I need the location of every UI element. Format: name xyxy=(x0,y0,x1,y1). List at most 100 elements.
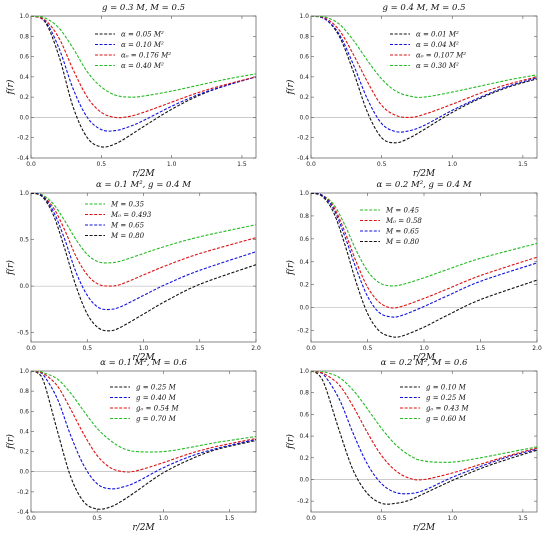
legend-entry: M₀ = 0.493 xyxy=(110,211,152,219)
chart-panel-3: α = 0.1 M², g = 0.4 M -0.5 0.0 0.5 1.0 0.0 0.5… xyxy=(5,180,261,363)
legend-entry: M = 0.65 xyxy=(110,222,145,230)
y-tick-label: 0.2 xyxy=(19,94,29,101)
plot-frame xyxy=(310,370,538,513)
legend: M = 0.35 M₀ = 0.493 M = 0.65 M = 0.80 xyxy=(85,201,152,240)
y-tick-label: 0.4 xyxy=(19,74,29,81)
y-tick-label: -0.4 xyxy=(17,155,29,162)
x-axis-label: r/2M xyxy=(413,353,436,363)
chart-title: α = 0.2 M², M = 0.6 xyxy=(381,358,468,368)
series-line-1 xyxy=(311,16,537,144)
x-tick-label: 0.5 xyxy=(92,515,102,522)
y-tick-label: -0.2 xyxy=(17,135,29,142)
x-tick-label: 1.0 xyxy=(159,515,169,522)
legend-entry: M = 0.80 xyxy=(385,238,420,246)
x-axis-label: r/2M xyxy=(413,523,436,533)
y-tick-label: 0.0 xyxy=(19,283,29,290)
series-line-3 xyxy=(31,16,256,119)
x-tick-label: 2.0 xyxy=(251,345,261,352)
legend-entry: g₀ = 0.43 M xyxy=(426,405,469,413)
y-tick-label: 0.0 xyxy=(299,476,309,483)
series-line-2 xyxy=(311,193,537,309)
y-tick-label: 0.4 xyxy=(299,433,309,440)
chart-panel-5: α = 0.1 M², M = 0.6 -0.4 -0.2 0.0 0.2 0.4 0.6 0… xyxy=(5,358,257,533)
series-line-4 xyxy=(31,16,256,98)
x-axis-label: r/2M xyxy=(132,169,155,179)
plot-frame xyxy=(30,15,257,159)
x-tick-label: 1.5 xyxy=(518,515,528,522)
y-tick-label: 0.0 xyxy=(299,114,309,121)
series-line-1 xyxy=(311,371,537,505)
y-tick-label: 0.5 xyxy=(19,237,29,244)
chart-title: α = 0.1 M², M = 0.6 xyxy=(100,358,187,368)
y-tick-label: -0.2 xyxy=(297,328,309,335)
x-tick-label: 1.0 xyxy=(447,515,457,522)
y-tick-label: 0.2 xyxy=(299,455,309,462)
legend-entry: M = 0.80 xyxy=(110,232,145,240)
series-line-2 xyxy=(31,371,256,490)
x-tick-label: 0.0 xyxy=(26,345,36,352)
y-tick-label: 0.2 xyxy=(299,94,309,101)
y-tick-label: 1.0 xyxy=(19,190,29,197)
y-tick-label: 0.2 xyxy=(19,449,29,456)
y-axis-label: f(r) xyxy=(5,434,16,450)
x-tick-label: 0.0 xyxy=(26,515,36,522)
series-line-2 xyxy=(31,193,256,287)
x-tick-label: 0.5 xyxy=(97,161,107,168)
y-tick-label: 0.0 xyxy=(19,114,29,121)
legend: M = 0.45 M₀ = 0.58 M = 0.65 M = 0.80 xyxy=(360,207,422,246)
y-tick-label: 0.8 xyxy=(299,33,309,40)
legend-entry: g = 0.25 M xyxy=(136,384,177,392)
legend-entry: α = 0.10 M² xyxy=(121,41,164,49)
series-line-4 xyxy=(31,371,256,453)
legend-entry: α = 0.01 M² xyxy=(416,31,459,39)
legend-entry: α₀ = 0.107 M² xyxy=(416,52,466,60)
y-tick-label: 0.8 xyxy=(299,390,309,397)
y-tick-label: 0.6 xyxy=(299,411,309,418)
y-tick-label: -0.5 xyxy=(17,330,29,337)
x-tick-label: 0.5 xyxy=(363,345,373,352)
y-tick-label: 0.6 xyxy=(299,236,309,243)
series-line-1 xyxy=(31,371,256,510)
legend-entry: α = 0.04 M² xyxy=(416,41,459,49)
series-line-4 xyxy=(311,16,537,98)
legend-entry: g₀ = 0.54 M xyxy=(136,405,179,413)
x-tick-label: 1.0 xyxy=(139,345,149,352)
series-line-3 xyxy=(311,16,537,119)
legend-entry: M = 0.65 xyxy=(385,228,420,236)
series-line-1 xyxy=(311,193,537,287)
legend-entry: g = 0.70 M xyxy=(136,415,177,423)
x-tick-label: 1.5 xyxy=(195,345,205,352)
legend-entry: M = 0.45 xyxy=(385,207,420,215)
series-line-3 xyxy=(31,193,256,311)
y-tick-label: 1.0 xyxy=(19,13,29,20)
legend-entry: g = 0.10 M xyxy=(426,384,467,392)
x-tick-label: 1.5 xyxy=(476,345,486,352)
legend: α = 0.05 M² α = 0.10 M² α₀ = 0.176 M² α = 0… xyxy=(95,31,171,70)
series-line-1 xyxy=(31,16,256,148)
y-tick-label: 0.0 xyxy=(299,305,309,312)
y-tick-label: 0.4 xyxy=(299,74,309,81)
y-axis-label: f(r) xyxy=(285,79,296,95)
x-tick-label: 0.5 xyxy=(377,515,387,522)
chart-panel-1: g = 0.3 M, M = 0.5 -0.4 -0.2 0.0 0.2 0.4 0.6 0.… xyxy=(5,3,257,179)
legend: g = 0.10 M g = 0.25 M g₀ = 0.43 M g = 0.60 … xyxy=(400,384,469,423)
x-axis-label: r/2M xyxy=(413,169,436,179)
chart-title: α = 0.1 M², g = 0.4 M xyxy=(96,180,191,190)
y-tick-label: 0.6 xyxy=(19,408,29,415)
series-line-4 xyxy=(311,371,537,463)
y-tick-label: 0.8 xyxy=(299,213,309,220)
y-tick-label: -0.4 xyxy=(17,509,29,516)
legend-entry: α = 0.05 M² xyxy=(121,31,164,39)
legend-entry: M₀ = 0.58 xyxy=(385,217,422,225)
plot-frame xyxy=(30,370,257,513)
y-axis-label: f(r) xyxy=(5,79,16,95)
y-tick-label: 1.0 xyxy=(19,368,29,375)
y-tick-label: 0.4 xyxy=(19,428,29,435)
legend: g = 0.25 M g = 0.40 M g₀ = 0.54 M g = 0.70 … xyxy=(110,384,179,423)
series-line-1 xyxy=(31,193,256,264)
x-axis-label: r/2M xyxy=(132,353,155,363)
y-tick-label: 1.0 xyxy=(299,368,309,375)
y-axis-label: f(r) xyxy=(5,260,16,276)
legend: α = 0.01 M² α = 0.04 M² α₀ = 0.107 M² α = 0… xyxy=(390,31,466,70)
x-tick-label: 2.0 xyxy=(532,345,542,352)
